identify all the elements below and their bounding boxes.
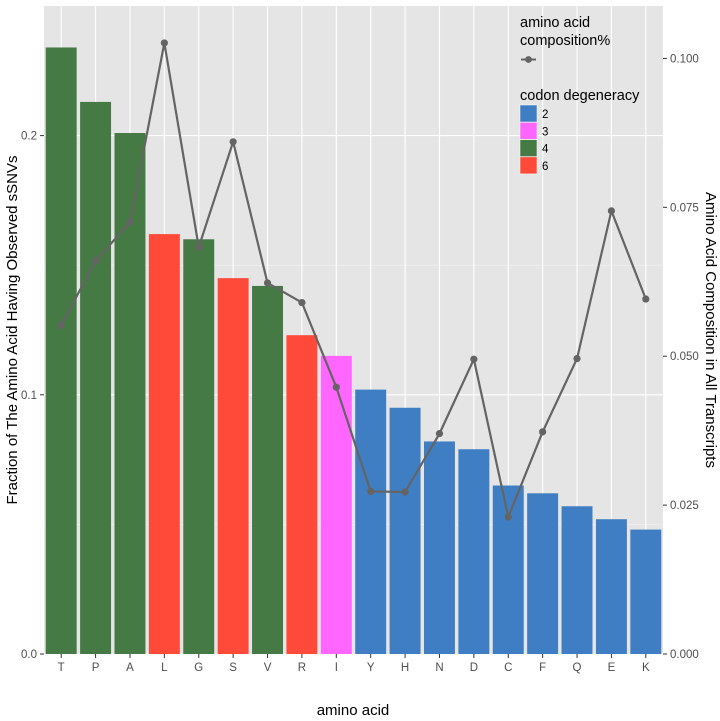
bar-H bbox=[389, 407, 421, 654]
composition-point-V bbox=[263, 279, 272, 287]
y2-tick-label: 0.100 bbox=[670, 53, 699, 65]
composition-point-Y bbox=[367, 487, 375, 496]
x-axis-label: amino acid bbox=[317, 702, 390, 719]
x-tick-label: I bbox=[335, 662, 338, 674]
x-tick-label: P bbox=[92, 662, 100, 674]
bar-Q bbox=[561, 506, 593, 654]
composition-point-I bbox=[332, 383, 340, 391]
bar-D bbox=[458, 449, 490, 654]
x-tick-label: V bbox=[264, 662, 272, 674]
axes: 0.0 0.1 0.2 0.000 0.025 0.050 0.075 0.100 T P A L G S… bbox=[21, 53, 699, 674]
bar-Y bbox=[355, 389, 387, 654]
legend-line-key-point bbox=[525, 56, 532, 63]
composition-point-F bbox=[539, 428, 547, 436]
x-tick-label: A bbox=[126, 662, 134, 674]
bar-S bbox=[217, 278, 249, 654]
bar-F bbox=[527, 493, 559, 654]
y2-tick-label: 0.000 bbox=[670, 649, 699, 661]
x-tick-label: S bbox=[229, 662, 237, 674]
composition-point-R bbox=[298, 299, 306, 307]
x-tick-label: F bbox=[539, 662, 546, 674]
x-tick-label: K bbox=[642, 662, 650, 674]
x-tick-label: Q bbox=[573, 662, 582, 674]
composition-point-N bbox=[435, 430, 444, 438]
legend-label-4: 4 bbox=[542, 144, 549, 156]
legend-label-2: 2 bbox=[542, 109, 548, 121]
composition-point-Q bbox=[573, 354, 581, 363]
composition-point-K bbox=[642, 295, 650, 303]
x-tick-label: R bbox=[298, 662, 306, 674]
legend-swatch-4 bbox=[519, 139, 538, 157]
x-tick-label: L bbox=[161, 662, 168, 674]
bar-L bbox=[148, 234, 180, 654]
bar-E bbox=[595, 519, 627, 654]
bar-P bbox=[80, 101, 112, 655]
composition-point-E bbox=[607, 207, 616, 215]
composition-line bbox=[60, 41, 647, 519]
y2-tick-label: 0.050 bbox=[670, 351, 699, 363]
x-tick-label: N bbox=[435, 662, 443, 674]
x-tick-label: E bbox=[608, 662, 616, 674]
bar-A bbox=[114, 133, 146, 654]
y2-axis-label: Amino Acid Composition in All Transcript… bbox=[702, 192, 719, 468]
plot-panel bbox=[44, 6, 663, 654]
composition-point-S bbox=[229, 138, 237, 146]
bar-C bbox=[492, 485, 524, 654]
legend-label-6: 6 bbox=[542, 161, 548, 173]
bars bbox=[45, 47, 662, 655]
legend: amino acid composition% codon degeneracy 2 3… bbox=[519, 15, 640, 175]
composition-point-G bbox=[195, 243, 203, 251]
x-tick-label: D bbox=[470, 662, 478, 674]
y-axis-label: Fraction of The Amino Acid Having Observ… bbox=[4, 155, 21, 504]
composition-point-C bbox=[504, 513, 512, 521]
composition-point-L bbox=[160, 39, 168, 47]
x-tick-label: Y bbox=[367, 662, 375, 674]
bar-G bbox=[183, 239, 215, 654]
legend-swatch-3 bbox=[519, 122, 538, 140]
bar-I bbox=[320, 355, 352, 654]
bar-N bbox=[423, 441, 455, 654]
bar-K bbox=[630, 529, 662, 654]
legend-swatch-6 bbox=[519, 156, 538, 175]
x-tick-label: G bbox=[194, 662, 203, 674]
composition-point-P bbox=[91, 257, 100, 265]
composition-point-D bbox=[470, 355, 478, 363]
legend-label-3: 3 bbox=[542, 126, 548, 138]
x-tick-label: H bbox=[401, 662, 409, 674]
composition-point-H bbox=[401, 488, 409, 496]
legend-line-title: composition% bbox=[520, 33, 610, 49]
composition-line-layer bbox=[57, 39, 650, 521]
legend-fill-title: codon degeneracy bbox=[520, 88, 640, 104]
bar-T bbox=[45, 47, 77, 655]
y2-tick-label: 0.025 bbox=[670, 500, 699, 512]
legend-swatch-2 bbox=[519, 104, 538, 123]
y-tick-label: 0.1 bbox=[21, 390, 37, 402]
legend-line-title: amino acid bbox=[520, 15, 590, 31]
x-tick-label: C bbox=[504, 662, 512, 674]
y2-tick-label: 0.075 bbox=[670, 202, 699, 214]
y-tick-label: 0.0 bbox=[21, 649, 37, 661]
composition-point-T bbox=[57, 321, 65, 329]
composition-point-A bbox=[126, 218, 134, 226]
bar-R bbox=[286, 335, 318, 654]
bar-V bbox=[252, 285, 284, 654]
y-tick-label: 0.2 bbox=[21, 131, 37, 143]
x-tick-label: T bbox=[58, 662, 65, 674]
